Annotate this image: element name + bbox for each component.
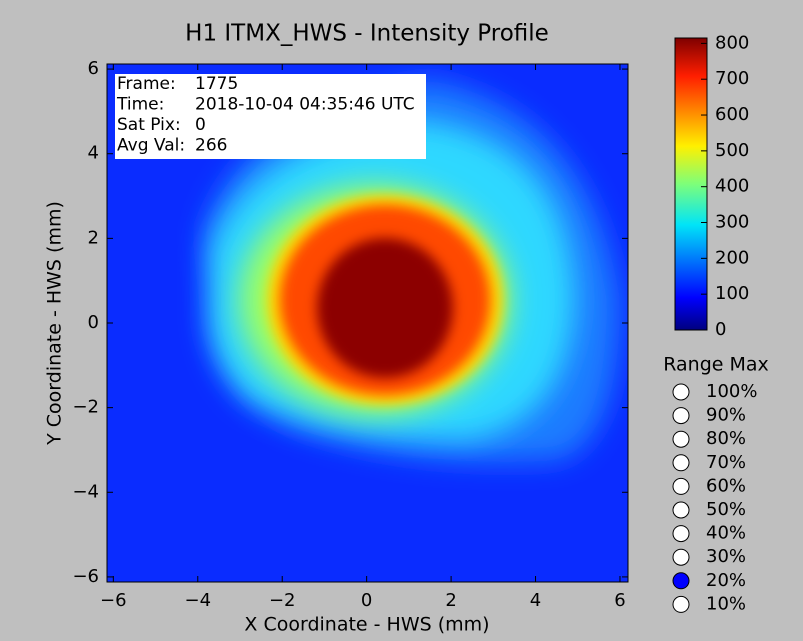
radio-button[interactable]: [672, 595, 690, 613]
radio-label[interactable]: 80%: [706, 428, 746, 449]
colorbar-tick-label: 300: [715, 212, 749, 233]
colorbar-tick-label: 200: [715, 247, 749, 268]
radio-label[interactable]: 90%: [706, 405, 746, 426]
x-tick-label: 2: [445, 590, 456, 611]
info-value: 266: [195, 136, 227, 156]
radio-button[interactable]: [672, 454, 690, 472]
x-tick-label: 0: [361, 590, 372, 611]
radio-label[interactable]: 20%: [706, 570, 746, 591]
colorbar-tick-label: 700: [715, 68, 749, 89]
chart-title: H1 ITMX_HWS - Intensity Profile: [185, 21, 549, 47]
radio-label[interactable]: 40%: [706, 523, 746, 544]
radio-group-title: Range Max: [663, 354, 769, 376]
radio-button[interactable]: [672, 548, 690, 566]
colorbar-tick-label: 500: [715, 140, 749, 161]
y-tick-label: 2: [88, 227, 99, 248]
info-box: Frame: 1775 Time: 2018-10-04 04:35:46 UTC Sa…: [115, 74, 426, 159]
info-value: 2018-10-04 04:35:46 UTC: [195, 95, 415, 115]
y-axis-label: Y Coordinate - HWS (mm): [44, 201, 66, 446]
colorbar-tick-label: 800: [715, 32, 749, 53]
radio-button[interactable]: [672, 383, 690, 401]
info-value: 0: [195, 115, 206, 135]
radio-label[interactable]: 50%: [706, 499, 746, 520]
colorbar-tick-label: 400: [715, 176, 749, 197]
y-tick-label: −4: [72, 481, 99, 502]
radio-button[interactable]: [672, 525, 690, 543]
info-label: Time:: [116, 95, 164, 115]
info-label: Sat Pix:: [117, 115, 181, 135]
radio-button[interactable]: [672, 430, 690, 448]
x-tick-label: −6: [100, 590, 127, 611]
info-label: Avg Val:: [117, 136, 185, 156]
x-tick-label: −2: [269, 590, 296, 611]
radio-label[interactable]: 70%: [706, 452, 746, 473]
x-tick-label: −4: [185, 590, 212, 611]
y-tick-label: 6: [88, 58, 99, 79]
y-tick-label: 0: [88, 312, 99, 333]
x-tick-label: 4: [530, 590, 541, 611]
x-axis-label: X Coordinate - HWS (mm): [244, 614, 489, 636]
colorbar-tick-label: 0: [715, 319, 726, 340]
colorbar-tick-label: 100: [715, 283, 749, 304]
y-tick-label: −6: [72, 566, 99, 587]
info-box-background: [115, 74, 426, 159]
radio-button[interactable]: [672, 572, 690, 590]
colorbar: [674, 37, 708, 331]
radio-label[interactable]: 60%: [706, 475, 746, 496]
y-tick-label: −2: [72, 397, 99, 418]
radio-button[interactable]: [672, 407, 690, 425]
radio-label[interactable]: 100%: [706, 381, 757, 402]
colorbar-tick-label: 600: [715, 104, 749, 125]
info-value: 1775: [195, 74, 238, 94]
radio-button[interactable]: [672, 501, 690, 519]
info-label: Frame:: [117, 74, 176, 94]
x-tick-label: 6: [614, 590, 625, 611]
intensity-image: [107, 64, 628, 582]
radio-label[interactable]: 10%: [706, 593, 746, 614]
radio-label[interactable]: 30%: [706, 546, 746, 567]
radio-button[interactable]: [672, 477, 690, 495]
y-tick-label: 4: [88, 143, 99, 164]
